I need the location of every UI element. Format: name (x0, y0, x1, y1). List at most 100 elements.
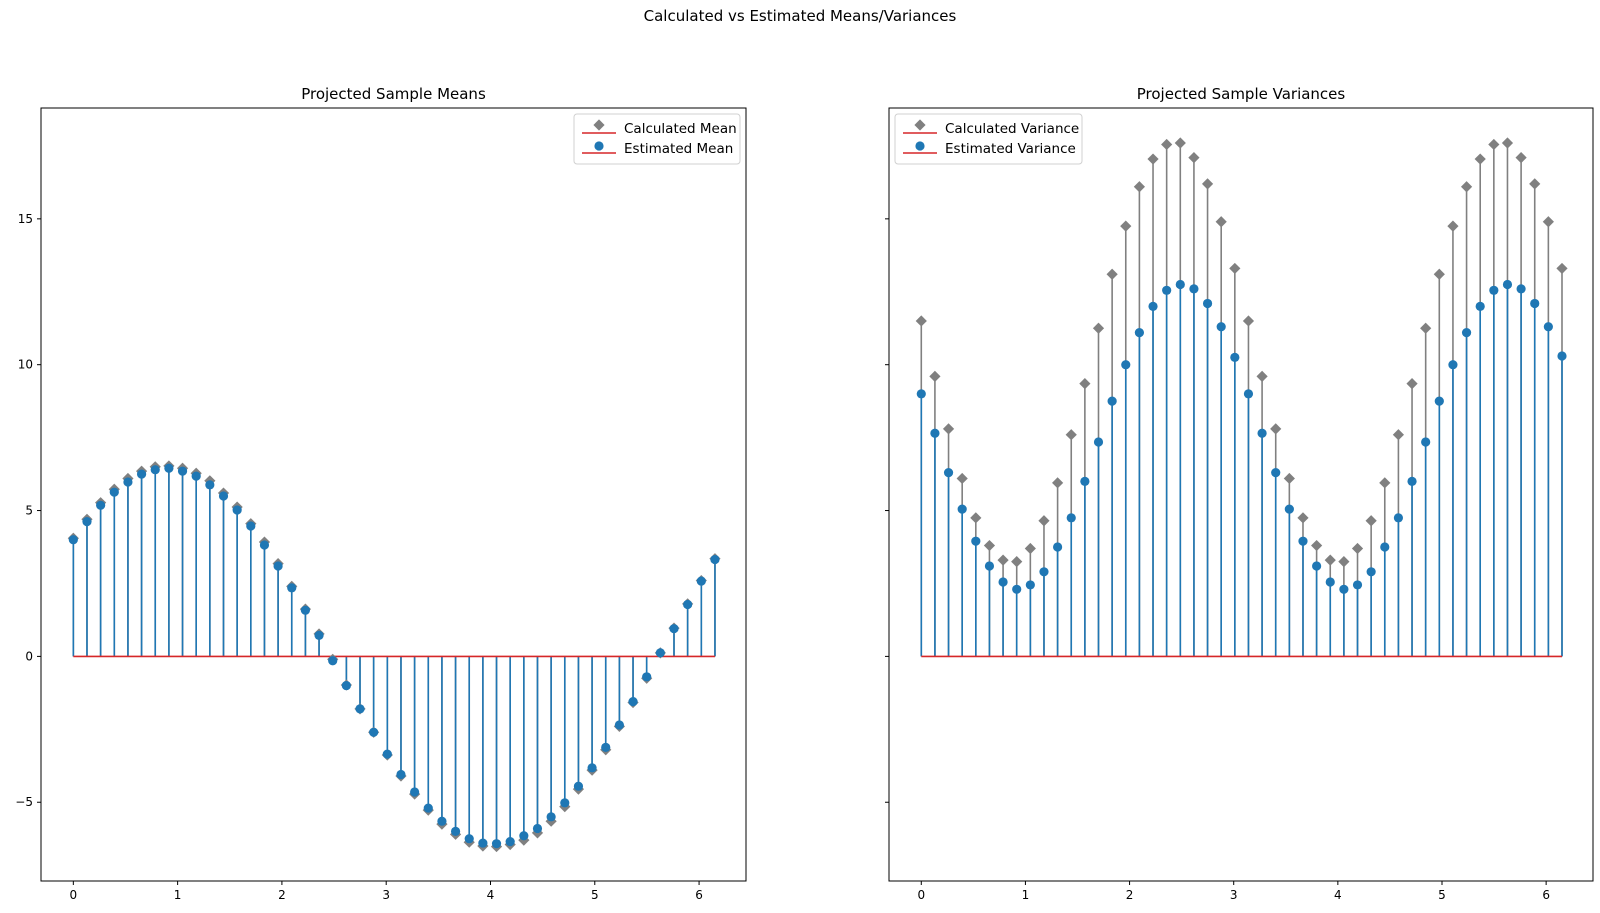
axes-frame (40, 107, 747, 882)
estimated-marker (1216, 322, 1226, 332)
estimated-marker (642, 672, 652, 682)
estimated-marker (1352, 580, 1363, 590)
x-tick-label: 6 (1542, 888, 1550, 902)
calculated-marker (970, 512, 982, 524)
estimated-marker (710, 554, 720, 565)
calculated-marker (929, 370, 941, 382)
calculated-marker (1515, 151, 1527, 164)
calculated-marker (1474, 153, 1486, 165)
estimated-marker (628, 697, 638, 707)
x-tick-label: 1 (174, 888, 182, 902)
x-tick-label: 0 (917, 888, 925, 902)
estimated-marker (273, 561, 283, 571)
estimated-marker (1107, 396, 1117, 406)
calculated-marker (1242, 315, 1255, 327)
estimated-marker (410, 787, 420, 797)
x-tick-label: 2 (278, 888, 286, 902)
estimated-marker (1039, 567, 1049, 577)
estimated-marker (573, 781, 584, 791)
calculated-marker (1133, 181, 1145, 193)
estimated-marker (177, 466, 188, 476)
calculated-marker (1270, 423, 1282, 435)
x-tick-label: 6 (695, 888, 703, 902)
estimated-marker (614, 720, 624, 730)
estimated-marker (150, 465, 160, 475)
estimated-marker (560, 798, 570, 808)
calculated-marker (1501, 137, 1514, 149)
axes-title: Projected Sample Variances (1137, 85, 1346, 103)
x-tick-label: 4 (487, 888, 495, 902)
estimated-marker (1093, 437, 1104, 447)
estimated-marker (396, 769, 406, 780)
calculated-marker (1229, 262, 1241, 275)
estimated-marker (532, 823, 543, 834)
estimated-marker (519, 831, 529, 841)
calculated-marker (1147, 153, 1159, 165)
y-tick-label: 10 (18, 358, 33, 372)
estimated-marker (423, 803, 433, 813)
axes-frame (888, 107, 1594, 882)
legend-box (573, 113, 741, 165)
calculated-marker (1106, 268, 1118, 280)
calculated-marker (1079, 378, 1091, 390)
estimated-marker (1189, 284, 1199, 294)
estimated-marker (1502, 279, 1513, 290)
calculated-marker (1379, 477, 1391, 489)
estimated-marker (1339, 584, 1349, 594)
y-tick-label: 15 (18, 212, 33, 226)
estimated-marker (1080, 476, 1090, 486)
estimated-marker (1162, 285, 1172, 295)
calculated-marker (1529, 178, 1541, 190)
calculated-marker (942, 423, 955, 435)
estimated-marker (382, 749, 392, 759)
estimated-marker (1434, 396, 1444, 406)
estimated-marker (1380, 542, 1390, 552)
y-tick-label: −5 (15, 795, 33, 809)
estimated-marker (328, 656, 338, 666)
calculated-marker (1188, 151, 1200, 164)
estimated-marker (1271, 468, 1281, 478)
estimated-marker (1557, 351, 1567, 361)
estimated-marker (1489, 285, 1499, 295)
calculated-marker (1092, 322, 1105, 334)
estimated-marker (164, 463, 174, 473)
estimated-marker (655, 648, 665, 658)
calculated-marker (1174, 137, 1186, 149)
calculated-marker (1338, 555, 1350, 568)
estimated-marker (546, 812, 556, 822)
x-tick-label: 2 (1126, 888, 1134, 902)
calculated-marker (1324, 554, 1336, 566)
calculated-marker (1351, 542, 1364, 555)
estimated-marker (450, 826, 461, 837)
legend-label: Calculated Mean (624, 121, 737, 137)
calculated-marker (1447, 220, 1459, 232)
calculated-marker (1052, 477, 1064, 489)
legend-diamond-marker (914, 119, 926, 131)
calculated-marker (1011, 555, 1023, 568)
axes-2: Projected Sample Variances 0 1 2 3 4 5 6 Calcula… (885, 85, 1594, 902)
estimated-marker (1012, 584, 1022, 594)
legend: Calculated Mean Estimated Mean (573, 113, 741, 165)
calculated-marker (1120, 220, 1132, 232)
estimated-marker (355, 704, 365, 714)
x-tick-label: 5 (1438, 888, 1446, 902)
estimated-marker (478, 838, 488, 848)
estimated-marker (1325, 577, 1335, 587)
calculated-marker (1024, 542, 1036, 555)
calculated-marker (1542, 216, 1554, 228)
calculated-marker (1488, 138, 1500, 151)
estimated-marker (1025, 580, 1035, 590)
x-tick-label: 5 (591, 888, 599, 902)
estimated-marker (1243, 389, 1254, 399)
calculated-marker (1556, 262, 1568, 275)
calculated-marker (1201, 178, 1214, 190)
axes-title: Projected Sample Means (301, 85, 486, 103)
estimated-marker (587, 763, 597, 773)
calculated-marker (1392, 429, 1405, 441)
estimated-marker (683, 599, 693, 610)
calculated-marker (1161, 138, 1173, 151)
calculated-marker (1460, 181, 1473, 193)
estimated-marker (109, 487, 119, 497)
x-tick-label: 1 (1022, 888, 1030, 902)
calculated-marker (1433, 268, 1445, 280)
